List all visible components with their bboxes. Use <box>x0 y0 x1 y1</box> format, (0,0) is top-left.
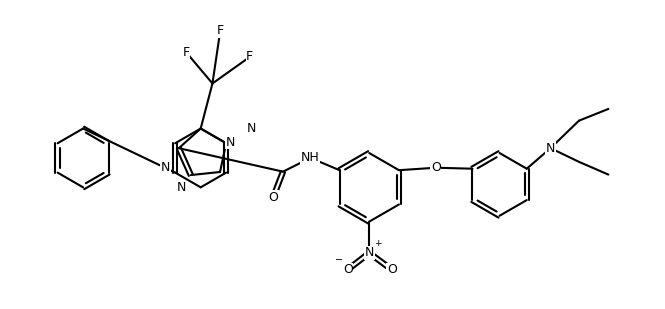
Text: O: O <box>268 191 278 204</box>
Text: N: N <box>225 136 235 149</box>
Text: O: O <box>387 263 397 276</box>
Text: F: F <box>217 24 224 37</box>
Text: N: N <box>161 161 170 174</box>
Text: N: N <box>176 181 186 194</box>
Text: F: F <box>182 46 190 59</box>
Text: N: N <box>546 142 555 154</box>
Text: F: F <box>246 50 253 63</box>
Text: N: N <box>247 122 256 135</box>
Text: NH: NH <box>301 151 320 164</box>
Text: +: + <box>374 239 382 248</box>
Text: N: N <box>364 247 374 260</box>
Text: O: O <box>342 263 352 276</box>
Text: O: O <box>431 161 441 174</box>
Text: −: − <box>334 255 342 265</box>
